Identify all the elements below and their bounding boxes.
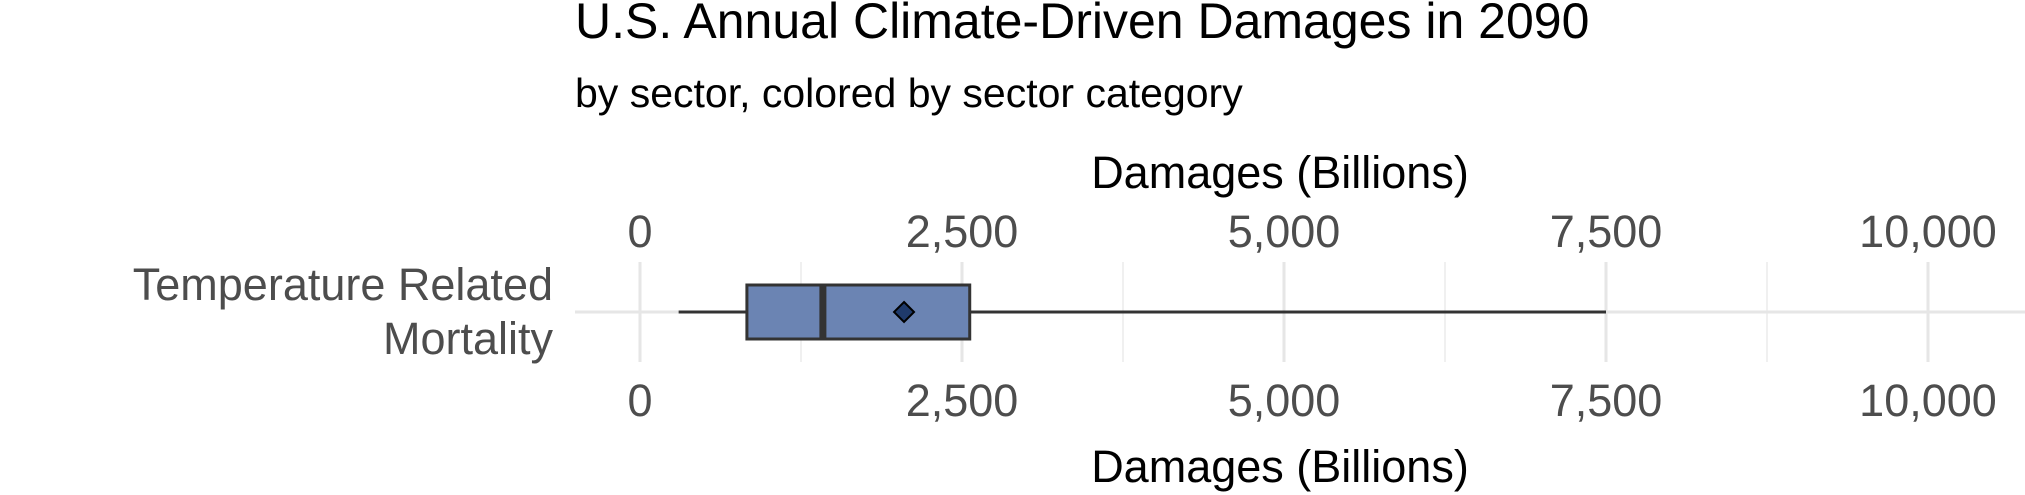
x-tick-label-bottom: 10,000 (1859, 375, 1997, 426)
x-axis-bottom: 0 2,500 5,000 7,500 10,000 (627, 375, 1996, 426)
category-label: Temperature Related (133, 259, 553, 310)
x-tick-label-bottom: 0 (627, 375, 652, 426)
x-tick-label-top: 0 (627, 206, 652, 257)
x-axis-title-top: Damages (Billions) (1091, 147, 1469, 198)
category-label: Mortality (383, 313, 554, 364)
x-tick-label-bottom: 2,500 (906, 375, 1019, 426)
x-tick-label-bottom: 7,500 (1550, 375, 1663, 426)
x-tick-label-top: 2,500 (906, 206, 1019, 257)
plot-area (678, 283, 1606, 341)
x-axis-top: 0 2,500 5,000 7,500 10,000 (627, 206, 1996, 257)
x-tick-label-bottom: 5,000 (1228, 375, 1341, 426)
x-axis-title-bottom: Damages (Billions) (1091, 441, 1469, 492)
x-tick-label-top: 7,500 (1550, 206, 1663, 257)
box (745, 283, 972, 341)
chart-title: U.S. Annual Climate-Driven Damages in 20… (575, 0, 1589, 49)
chart-subtitle: by sector, colored by sector category (575, 70, 1243, 116)
mean-marker (892, 300, 916, 324)
x-tick-label-top: 10,000 (1859, 206, 1997, 257)
x-tick-label-top: 5,000 (1228, 206, 1341, 257)
